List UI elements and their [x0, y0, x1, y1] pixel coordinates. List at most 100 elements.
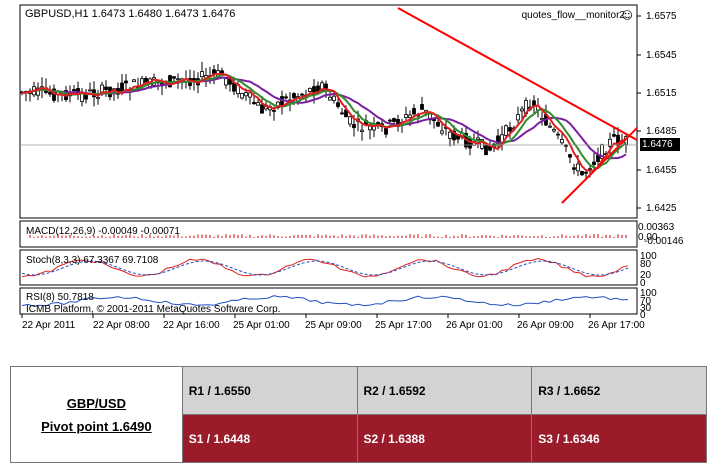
rsi-line	[21, 295, 629, 307]
price-axis-label: 1.6575	[646, 11, 677, 22]
candle-body	[348, 116, 352, 125]
rsi-level-label: 30	[640, 303, 652, 314]
chart-canvas	[19, 4, 641, 318]
candle-body	[516, 114, 520, 121]
candle-body	[572, 167, 576, 170]
candle-body	[508, 127, 512, 132]
rsi-panel-frame	[19, 287, 638, 315]
candle-body	[352, 123, 356, 129]
support-1: S1 / 1.6448	[181, 414, 358, 463]
candle-body	[260, 104, 264, 114]
candle-body	[436, 121, 440, 127]
price-chart[interactable]: GBPUSD,H1 1.6473 1.6480 1.6473 1.6476 qu…	[0, 0, 715, 340]
candle-body	[336, 102, 340, 108]
candle-body	[616, 134, 620, 146]
price-axis-label: 1.6485	[646, 126, 677, 137]
candle-body	[392, 118, 396, 122]
rsi-level-label: 70	[640, 296, 652, 307]
candle-body	[584, 171, 588, 174]
candle-body	[608, 138, 612, 147]
macd-level-label: 0.00	[638, 232, 658, 243]
candle-body	[72, 89, 76, 92]
candle-body	[552, 129, 556, 132]
candle-body	[276, 101, 280, 108]
candle-body	[340, 112, 344, 115]
candle-body	[36, 87, 40, 96]
candle-body	[560, 139, 564, 144]
resistance-3: R3 / 1.6652	[531, 366, 707, 415]
candle-body	[328, 96, 332, 101]
candle-body	[256, 102, 260, 106]
candle-body	[576, 163, 580, 172]
candle-body	[248, 92, 252, 98]
time-axis-label: 26 Apr 01:00	[446, 320, 503, 331]
candle-body	[272, 110, 276, 112]
rsi-level-label: 0	[640, 310, 646, 321]
macd-panel-frame	[19, 220, 638, 248]
candle-body	[172, 76, 176, 79]
candle-body	[104, 86, 108, 90]
trendline-support	[561, 127, 638, 204]
resistance-1: R1 / 1.6550	[181, 366, 358, 415]
price-axis-label: 1.6545	[646, 50, 677, 61]
candle-body	[612, 134, 616, 137]
candle-body	[404, 114, 408, 118]
macd-label: MACD(12,26,9) -0.00049 -0.00071	[26, 226, 180, 237]
main-panel-frame	[19, 4, 638, 219]
stoch-panel-frame	[19, 249, 638, 286]
time-axis-label: 22 Apr 2011	[22, 320, 76, 331]
pivot-levels-table: GBP/USD Pivot point 1.6490 R1 / 1.6550 R…	[10, 366, 707, 463]
candle-body	[384, 127, 388, 135]
candle-body	[476, 137, 480, 141]
candle-body	[200, 71, 204, 78]
candle-body	[124, 80, 128, 84]
time-axis-label: 22 Apr 08:00	[93, 320, 150, 331]
candle-body	[224, 78, 228, 86]
candle-body	[244, 92, 248, 97]
candle-body	[240, 93, 244, 99]
rsi-label: RSI(8) 50.7818	[26, 292, 94, 303]
candle-body	[252, 101, 256, 105]
time-axis-label: 26 Apr 09:00	[517, 320, 574, 331]
time-axis-label: 25 Apr 09:00	[305, 320, 362, 331]
candle-body	[448, 131, 452, 139]
candle-body	[480, 138, 484, 149]
resistance-2: R2 / 1.6592	[356, 366, 533, 415]
smiley-icon: ☺	[621, 9, 633, 22]
trendline-resistance	[397, 7, 638, 141]
candle-body	[408, 114, 412, 119]
candle-body	[520, 108, 524, 112]
macd-level-label: 0.00363	[638, 222, 675, 233]
candle-body	[548, 125, 552, 128]
candle-body	[412, 108, 416, 115]
candle-body	[308, 87, 312, 92]
support-2: S2 / 1.6388	[356, 414, 533, 463]
candle-body	[284, 96, 288, 99]
price-axis-label: 1.6455	[646, 165, 677, 176]
candle-body	[96, 96, 100, 99]
candle-body	[452, 130, 456, 141]
pivot-point[interactable]: Pivot point 1.6490	[41, 418, 152, 434]
candle-body	[332, 95, 336, 101]
candle-body	[388, 119, 392, 122]
chart-ohlc-header: GBPUSD,H1 1.6473 1.6480 1.6473 1.6476	[25, 8, 236, 20]
candle-body	[48, 91, 52, 95]
stoch-level-label: 0	[640, 278, 646, 289]
candle-body	[300, 93, 304, 96]
price-axis-label: 1.6425	[646, 203, 677, 214]
indicator-name: quotes_flow__monitor2	[521, 10, 625, 21]
candle-body	[292, 93, 296, 99]
copyright-text: ICMB Platform, © 2001-2011 MetaQuotes So…	[26, 304, 281, 315]
price-axis-label: 1.6515	[646, 88, 677, 99]
candle-body	[504, 125, 508, 136]
stoch-main-line	[21, 257, 629, 278]
candle-body	[88, 89, 92, 92]
macd-level-label: -0.00146	[644, 236, 684, 247]
support-3: S3 / 1.6346	[531, 414, 707, 463]
candle-body	[440, 130, 444, 134]
current-price-tag: 1.6476	[640, 138, 680, 151]
currency-pair[interactable]: GBP/USD	[66, 395, 126, 411]
stoch-label: Stoch(8,3,3) 67.3367 69.7108	[26, 255, 159, 266]
candle-body	[324, 83, 328, 89]
candle-body	[540, 118, 544, 121]
